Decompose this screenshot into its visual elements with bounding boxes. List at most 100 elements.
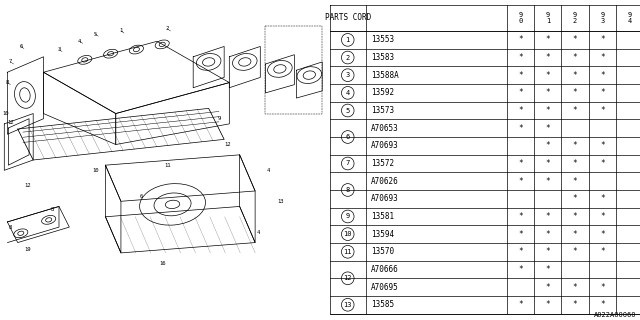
Text: *: *: [600, 71, 605, 80]
Text: *: *: [518, 300, 523, 309]
Text: 9: 9: [346, 213, 350, 220]
Text: 4: 4: [78, 39, 81, 44]
Text: 6: 6: [346, 134, 350, 140]
Text: *: *: [573, 159, 577, 168]
Text: 8: 8: [6, 80, 9, 85]
Text: 13: 13: [278, 199, 284, 204]
Text: 9
3: 9 3: [600, 12, 604, 24]
Text: *: *: [545, 36, 550, 44]
Text: PARTS CORD: PARTS CORD: [324, 13, 371, 22]
Text: 8: 8: [346, 187, 350, 193]
Text: *: *: [573, 283, 577, 292]
Text: *: *: [600, 159, 605, 168]
Text: 10: 10: [92, 168, 99, 173]
Text: *: *: [518, 159, 523, 168]
Text: 11: 11: [164, 163, 171, 168]
Text: *: *: [545, 283, 550, 292]
Text: 9
2: 9 2: [573, 12, 577, 24]
Text: 4: 4: [346, 90, 350, 96]
Text: *: *: [518, 88, 523, 97]
Text: 9
0: 9 0: [518, 12, 523, 24]
Text: *: *: [518, 177, 523, 186]
Text: 4: 4: [257, 230, 260, 235]
Text: *: *: [600, 53, 605, 62]
Text: 13573: 13573: [371, 106, 394, 115]
Text: 6: 6: [19, 44, 22, 49]
Text: *: *: [600, 141, 605, 150]
Text: *: *: [600, 36, 605, 44]
Text: 2: 2: [166, 27, 169, 31]
Text: 6: 6: [140, 194, 143, 199]
Text: 10: 10: [2, 111, 8, 116]
Text: *: *: [600, 106, 605, 115]
Text: *: *: [573, 106, 577, 115]
Text: *: *: [518, 53, 523, 62]
Text: *: *: [573, 36, 577, 44]
Text: 13585: 13585: [371, 300, 394, 309]
Text: *: *: [518, 36, 523, 44]
Text: A022A00060: A022A00060: [595, 312, 637, 318]
Text: 12: 12: [344, 275, 352, 281]
Text: *: *: [545, 141, 550, 150]
Text: *: *: [573, 177, 577, 186]
Text: 19: 19: [25, 247, 31, 252]
Text: *: *: [600, 247, 605, 256]
Text: 3: 3: [58, 47, 61, 52]
Text: 13583: 13583: [371, 53, 394, 62]
Text: 10: 10: [344, 231, 352, 237]
Text: *: *: [518, 124, 523, 133]
Text: 5: 5: [93, 32, 97, 36]
Text: 3: 3: [346, 72, 350, 78]
Text: 11: 11: [344, 249, 352, 255]
Text: 13: 13: [344, 302, 352, 308]
Text: *: *: [545, 212, 550, 221]
Text: *: *: [573, 141, 577, 150]
Text: *: *: [573, 300, 577, 309]
Text: 2: 2: [346, 54, 350, 60]
Text: *: *: [600, 212, 605, 221]
Text: *: *: [573, 71, 577, 80]
Text: *: *: [545, 300, 550, 309]
Text: *: *: [600, 88, 605, 97]
Text: A70695: A70695: [371, 283, 399, 292]
Text: *: *: [545, 247, 550, 256]
Text: 13588A: 13588A: [371, 71, 399, 80]
Text: *: *: [600, 230, 605, 239]
Text: 16: 16: [159, 261, 166, 266]
Text: A70693: A70693: [371, 141, 399, 150]
Text: *: *: [545, 53, 550, 62]
Text: *: *: [600, 194, 605, 203]
Text: *: *: [545, 88, 550, 97]
Text: *: *: [518, 71, 523, 80]
Text: A70653: A70653: [371, 124, 399, 133]
Text: *: *: [573, 247, 577, 256]
Text: 13581: 13581: [371, 212, 394, 221]
Text: 13553: 13553: [371, 36, 394, 44]
Text: *: *: [573, 88, 577, 97]
Text: 7: 7: [9, 60, 12, 64]
Text: *: *: [545, 177, 550, 186]
Text: 8: 8: [50, 207, 53, 212]
Text: *: *: [518, 230, 523, 239]
Text: *: *: [518, 106, 523, 115]
Text: *: *: [573, 212, 577, 221]
Text: A70626: A70626: [371, 177, 399, 186]
Text: 5: 5: [346, 108, 350, 114]
Text: A70666: A70666: [371, 265, 399, 274]
Text: 4: 4: [267, 168, 270, 173]
Text: 13572: 13572: [371, 159, 394, 168]
Text: *: *: [545, 230, 550, 239]
Text: A70693: A70693: [371, 194, 399, 203]
Text: 9: 9: [218, 116, 221, 121]
Text: *: *: [518, 212, 523, 221]
Text: 7: 7: [346, 161, 350, 166]
Text: 13592: 13592: [371, 88, 394, 97]
Text: *: *: [545, 124, 550, 133]
Text: 9
4: 9 4: [627, 12, 632, 24]
Text: 12: 12: [7, 120, 13, 125]
Text: 9
1: 9 1: [546, 12, 550, 24]
Text: *: *: [573, 194, 577, 203]
Text: *: *: [573, 230, 577, 239]
Text: *: *: [545, 159, 550, 168]
Text: 1: 1: [119, 28, 122, 34]
